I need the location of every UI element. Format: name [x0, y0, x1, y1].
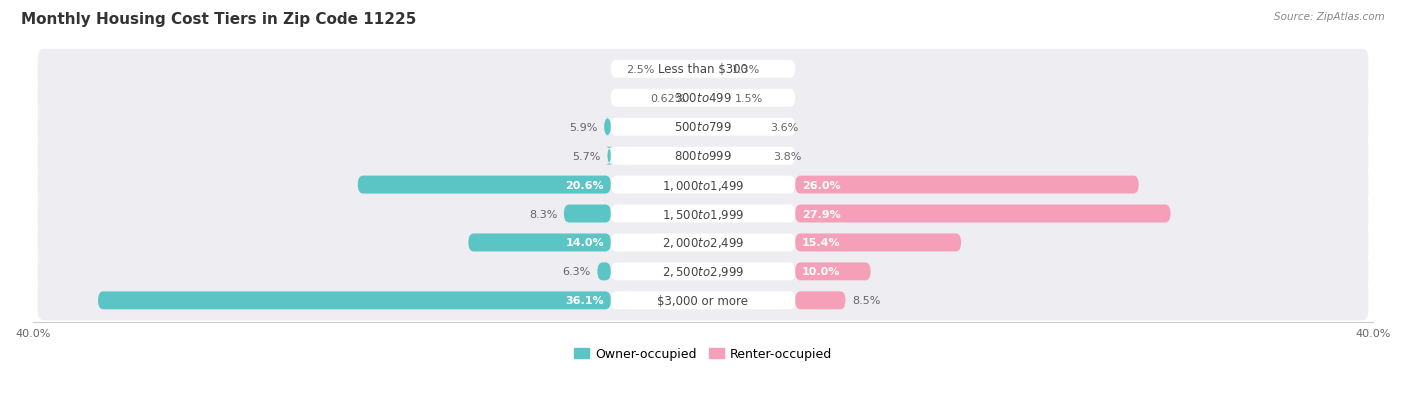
Text: 1.5%: 1.5% — [735, 93, 763, 104]
FancyBboxPatch shape — [610, 147, 796, 165]
Text: 0.62%: 0.62% — [651, 93, 686, 104]
FancyBboxPatch shape — [357, 176, 610, 194]
FancyBboxPatch shape — [38, 223, 1368, 263]
Text: $3,000 or more: $3,000 or more — [658, 294, 748, 307]
Text: $300 to $499: $300 to $499 — [673, 92, 733, 105]
Text: 5.7%: 5.7% — [572, 151, 600, 161]
Text: $1,000 to $1,499: $1,000 to $1,499 — [662, 178, 744, 192]
FancyBboxPatch shape — [38, 165, 1368, 205]
Text: 20.6%: 20.6% — [565, 180, 605, 190]
FancyBboxPatch shape — [796, 292, 845, 310]
FancyBboxPatch shape — [564, 205, 610, 223]
Text: 6.3%: 6.3% — [562, 267, 591, 277]
Text: Less than $300: Less than $300 — [658, 63, 748, 76]
FancyBboxPatch shape — [98, 292, 610, 310]
FancyBboxPatch shape — [796, 263, 870, 281]
FancyBboxPatch shape — [610, 205, 796, 223]
Text: $2,500 to $2,999: $2,500 to $2,999 — [662, 265, 744, 279]
FancyBboxPatch shape — [610, 234, 796, 252]
Text: 3.6%: 3.6% — [770, 122, 799, 133]
FancyBboxPatch shape — [610, 61, 796, 78]
FancyBboxPatch shape — [468, 234, 610, 252]
FancyBboxPatch shape — [610, 119, 796, 136]
FancyBboxPatch shape — [38, 78, 1368, 119]
Text: $1,500 to $1,999: $1,500 to $1,999 — [662, 207, 744, 221]
FancyBboxPatch shape — [598, 263, 610, 281]
Text: 5.9%: 5.9% — [569, 122, 598, 133]
Text: $800 to $999: $800 to $999 — [673, 150, 733, 163]
FancyBboxPatch shape — [796, 205, 1171, 223]
Legend: Owner-occupied, Renter-occupied: Owner-occupied, Renter-occupied — [568, 342, 838, 366]
FancyBboxPatch shape — [606, 147, 613, 165]
FancyBboxPatch shape — [38, 107, 1368, 147]
FancyBboxPatch shape — [796, 234, 962, 252]
Text: 26.0%: 26.0% — [801, 180, 841, 190]
Text: Source: ZipAtlas.com: Source: ZipAtlas.com — [1274, 12, 1385, 22]
FancyBboxPatch shape — [610, 176, 796, 194]
FancyBboxPatch shape — [38, 252, 1368, 292]
FancyBboxPatch shape — [796, 176, 1139, 194]
Text: 27.9%: 27.9% — [801, 209, 841, 219]
Text: 3.8%: 3.8% — [773, 151, 801, 161]
Text: 36.1%: 36.1% — [565, 296, 605, 306]
Text: $2,000 to $2,499: $2,000 to $2,499 — [662, 236, 744, 250]
FancyBboxPatch shape — [38, 194, 1368, 234]
Text: Monthly Housing Cost Tiers in Zip Code 11225: Monthly Housing Cost Tiers in Zip Code 1… — [21, 12, 416, 27]
Text: 8.3%: 8.3% — [529, 209, 557, 219]
FancyBboxPatch shape — [610, 263, 796, 281]
FancyBboxPatch shape — [610, 292, 796, 310]
FancyBboxPatch shape — [38, 50, 1368, 90]
Text: $500 to $799: $500 to $799 — [673, 121, 733, 134]
Text: 14.0%: 14.0% — [565, 238, 605, 248]
Text: 1.3%: 1.3% — [731, 65, 759, 75]
Text: 10.0%: 10.0% — [801, 267, 841, 277]
Text: 8.5%: 8.5% — [852, 296, 880, 306]
FancyBboxPatch shape — [610, 90, 796, 107]
FancyBboxPatch shape — [38, 136, 1368, 176]
Text: 15.4%: 15.4% — [801, 238, 841, 248]
FancyBboxPatch shape — [605, 119, 610, 136]
FancyBboxPatch shape — [38, 281, 1368, 320]
Text: 2.5%: 2.5% — [626, 65, 654, 75]
